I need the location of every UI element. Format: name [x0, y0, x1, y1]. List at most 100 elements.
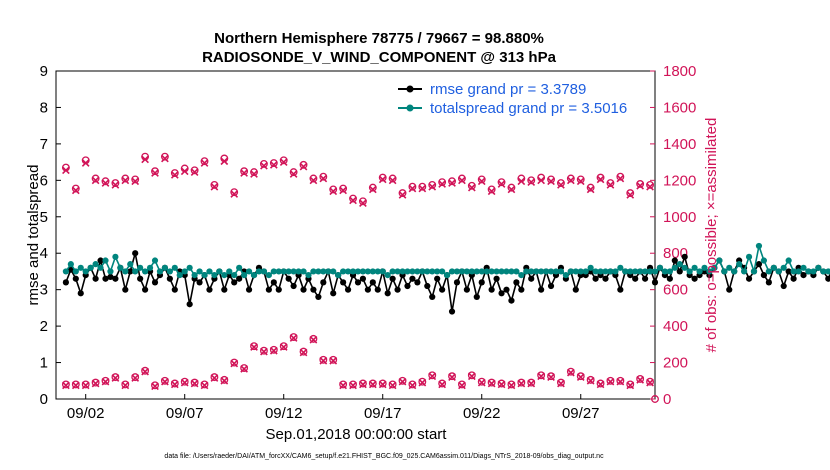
totalspread-point: [607, 268, 614, 275]
rmse-point: [518, 286, 525, 293]
obs-possible-marker: [596, 173, 605, 182]
x-tick-label: 09/07: [166, 405, 204, 422]
obs-assimilated-marker: [517, 177, 526, 186]
totalspread-point: [458, 268, 466, 275]
totalspread-point: [552, 268, 560, 275]
totalspread-point: [151, 257, 159, 264]
rmse-point: [473, 293, 480, 301]
legend: rmse grand pr = 3.3789 totalspread grand…: [398, 81, 627, 117]
obs-possible-marker: [388, 380, 397, 389]
rmse-point: [681, 253, 688, 260]
obs-possible-marker: [556, 378, 565, 387]
obs-possible-marker: [339, 380, 348, 389]
obs-assimilated-marker: [170, 171, 179, 179]
obs-assimilated-marker: [101, 179, 110, 187]
obs-possible-marker: [111, 373, 120, 382]
x-tick-label: 09/22: [463, 405, 501, 422]
rmse-point: [825, 275, 830, 282]
rmse-point: [320, 279, 327, 286]
obs-possible-marker: [299, 160, 308, 169]
rmse-point: [745, 275, 753, 282]
totalspread-point: [750, 268, 758, 275]
obs-possible-marker: [636, 180, 645, 188]
totalspread-point: [810, 268, 817, 275]
obs-assimilated-marker: [329, 356, 338, 365]
totalspread-point: [310, 268, 317, 275]
obs-possible-marker: [537, 371, 546, 380]
totalspread-point: [117, 264, 124, 271]
totalspread-point: [597, 268, 604, 275]
totalspread-point: [97, 264, 104, 271]
rmse-point: [236, 275, 243, 282]
totalspread-point: [666, 268, 673, 275]
totalspread-point: [142, 268, 149, 275]
obs-possible-marker: [358, 197, 367, 206]
obs-possible-marker: [210, 373, 219, 382]
obs-assimilated-marker: [408, 184, 417, 193]
totalspread-point: [206, 268, 213, 275]
rmse-point: [602, 275, 609, 282]
obs-assimilated-marker: [161, 154, 169, 163]
obs-assimilated-marker: [398, 191, 407, 199]
right-tick-label: 0: [663, 391, 671, 408]
rmse-point: [641, 275, 649, 282]
totalspread-point: [637, 268, 644, 275]
totalspread-point: [419, 268, 426, 275]
totalspread-point: [226, 268, 233, 275]
obs-assimilated-marker: [527, 178, 536, 187]
obs-assimilated-marker: [438, 380, 446, 389]
obs-assimilated-marker: [71, 381, 80, 390]
legend-spread-marker: [406, 104, 414, 112]
rmse-point: [790, 275, 797, 282]
totalspread-point: [661, 268, 669, 275]
obs-assimilated-marker: [250, 170, 258, 178]
rmse-point: [691, 275, 698, 282]
right-tick-label: 1600: [663, 99, 696, 116]
obs-possible-marker: [408, 182, 417, 191]
obs-possible-marker: [438, 379, 447, 388]
obs-assimilated-marker: [289, 170, 298, 178]
totalspread-point: [790, 268, 797, 275]
obs-possible-marker: [210, 180, 219, 189]
obs-assimilated-marker: [190, 168, 199, 176]
totalspread-point: [448, 268, 456, 275]
totalspread-point: [161, 264, 169, 271]
obs-assimilated-marker: [62, 166, 70, 175]
right-tick-label: 600: [663, 282, 688, 299]
obs-possible-marker: [121, 380, 130, 389]
totalspread-point: [250, 271, 258, 279]
totalspread-point: [176, 271, 183, 279]
obs-assimilated-marker: [626, 381, 635, 390]
rmse-point: [439, 286, 446, 293]
totalspread-point: [290, 268, 297, 275]
right-tick-label: 800: [663, 245, 688, 262]
rmse-point: [651, 279, 659, 286]
rmse-point: [592, 275, 599, 282]
obs-assimilated-marker: [230, 359, 239, 368]
rmse-point: [513, 279, 520, 286]
obs-possible-marker: [319, 172, 328, 181]
rmse-point: [508, 297, 515, 304]
totalspread-point: [577, 268, 584, 275]
obs-assimilated-marker: [438, 180, 446, 188]
totalspread-point: [384, 271, 391, 279]
rmse-point: [196, 279, 203, 286]
obs-assimilated-marker: [408, 381, 417, 390]
totalspread-point: [785, 257, 792, 264]
totalspread-point: [67, 261, 74, 268]
totalspread-point: [107, 268, 114, 275]
obs-assimilated-marker: [180, 378, 189, 387]
obs-assimilated-marker: [487, 379, 496, 388]
totalspread-point: [344, 268, 352, 275]
totalspread-point: [736, 261, 743, 268]
totalspread-point: [315, 268, 322, 275]
obs-possible-marker: [487, 378, 496, 387]
obs-assimilated-marker: [646, 378, 654, 387]
legend-rmse-marker: [406, 85, 414, 93]
totalspread-point: [627, 268, 634, 275]
rmse-point: [538, 286, 545, 293]
obs-assimilated-marker: [151, 382, 159, 391]
rmse-point: [92, 275, 99, 282]
obs-possible-marker: [220, 375, 229, 384]
obs-assimilated-marker: [141, 367, 149, 376]
